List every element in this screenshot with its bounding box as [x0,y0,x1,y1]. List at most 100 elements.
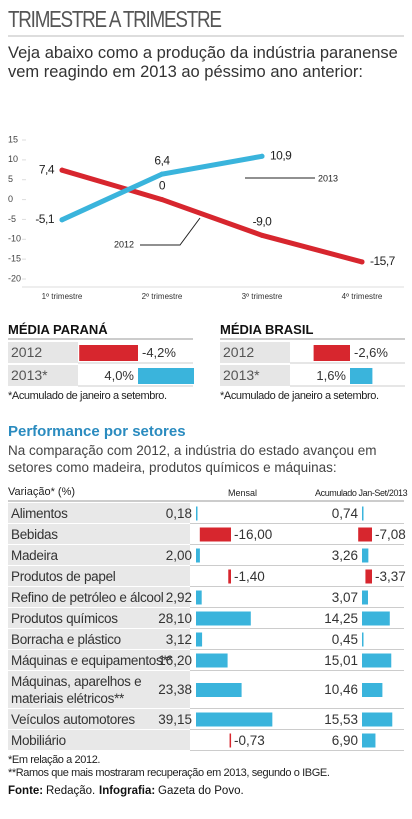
note: *Acumulado de janeiro a setembro. [220,390,379,402]
label-cell [8,650,190,670]
value-label: 0,45 [331,631,358,647]
label-cell [8,524,190,544]
subtitle: Veja abaixo como a produção da indústria… [8,44,398,81]
bar [362,712,393,727]
label-cell [8,545,190,565]
label-cell [8,365,78,386]
value-label: 10,46 [324,682,358,697]
series-name: 2012 [114,239,134,249]
value-label: 3,26 [331,547,358,563]
row-label: Alimentos [11,506,68,521]
source-text: Gazeta do Povo. [158,785,244,797]
y-tick-label: -20 [8,273,21,283]
source-label: Infografia: [99,785,156,797]
label-cell [220,365,290,386]
value-label: 0,18 [165,505,192,521]
label-cell [8,709,190,729]
x-tick-label: 1º trimestre [42,292,83,301]
bar [362,590,368,605]
value-label: 0 [159,179,166,193]
source-label: Fonte: [8,785,44,797]
bar [196,611,251,626]
note: *Acumulado de janeiro a setembro. [8,390,167,402]
bar [362,632,364,647]
value-label: -16,00 [234,526,273,542]
value-label: 14,25 [324,610,358,626]
value-label: -15,7 [370,254,396,268]
row-label: 2012 [223,344,255,360]
row-label: Bebidas [11,527,58,542]
label-cell [8,587,190,607]
point [159,197,165,203]
y-tick-label: -15 [8,254,21,264]
row-label: Borracha e plástico [11,632,121,647]
bar [196,506,198,521]
row-label: Produtos de papel [11,569,116,584]
label-cell [8,503,190,523]
label-cell [8,566,190,586]
row-label: Madeira [11,548,58,563]
bar [196,683,242,697]
x-tick-label: 4º trimestre [342,292,383,301]
value-label: 7,4 [39,162,55,176]
bar [196,548,200,563]
label-cell [8,671,190,708]
x-tick-label: 2º trimestre [142,292,183,301]
value-label: 16,20 [158,652,192,668]
row-label: 2013* [223,367,260,383]
value-label: 15,01 [324,652,358,668]
value-label: -2,6% [354,345,388,360]
label-cell [220,342,290,363]
bar [365,569,372,584]
leader [140,217,201,246]
bar [350,368,373,384]
value-label: -5,1 [35,212,55,226]
series-name: 2013 [318,173,338,183]
value-label: -7,08 [375,526,406,542]
value-label: -4,2% [142,345,176,360]
y-tick-label: 5 [8,174,13,184]
value-label: -1,40 [234,568,265,584]
value-label: 2,92 [165,589,192,605]
title: TRIMESTRE A TRIMESTRE [8,6,222,32]
value-label: -0,73 [234,732,265,748]
label-cell [8,730,190,750]
bar [138,368,194,384]
bar [362,506,364,521]
point [159,171,165,177]
row-label: 2013* [11,367,48,383]
point [259,153,265,159]
y-tick-label: 0 [8,194,13,204]
value-label: 4,0% [104,368,134,383]
y-tick-label: -10 [8,234,21,244]
row-label: Máquinas, aparelhos e materiais elétrico… [11,674,142,706]
label-cell [8,342,78,363]
section-title: Performance por setores [8,423,186,440]
value-label: 3,12 [165,631,192,647]
value-label: 3,07 [331,589,358,605]
row-label: Máquinas e equipamentos** [11,653,173,668]
y-tick-label: 10 [8,154,18,164]
row-label: Mobiliário [11,733,66,748]
label-cell [8,629,190,649]
value-label: 23,38 [158,682,192,697]
point [259,232,265,238]
row-label: Refino de petróleo e álcool [11,590,164,605]
header: Variação* (%) [8,486,76,498]
bar [196,590,202,605]
bar [362,653,392,668]
value-label: 6,90 [331,732,358,748]
bar [362,611,390,626]
value-label: 10,9 [270,148,292,162]
value-label: -3,37 [375,568,406,584]
value-label: 39,15 [158,711,192,727]
value-label: 1,6% [316,368,346,383]
bar [228,569,231,584]
value-label: 28,10 [158,610,192,626]
row-label: Veículos automotores [11,712,135,727]
value-label: 6,4 [154,153,170,167]
y-tick-label: 15 [8,134,18,144]
source-text: Redação. [46,785,96,797]
point [59,217,65,223]
